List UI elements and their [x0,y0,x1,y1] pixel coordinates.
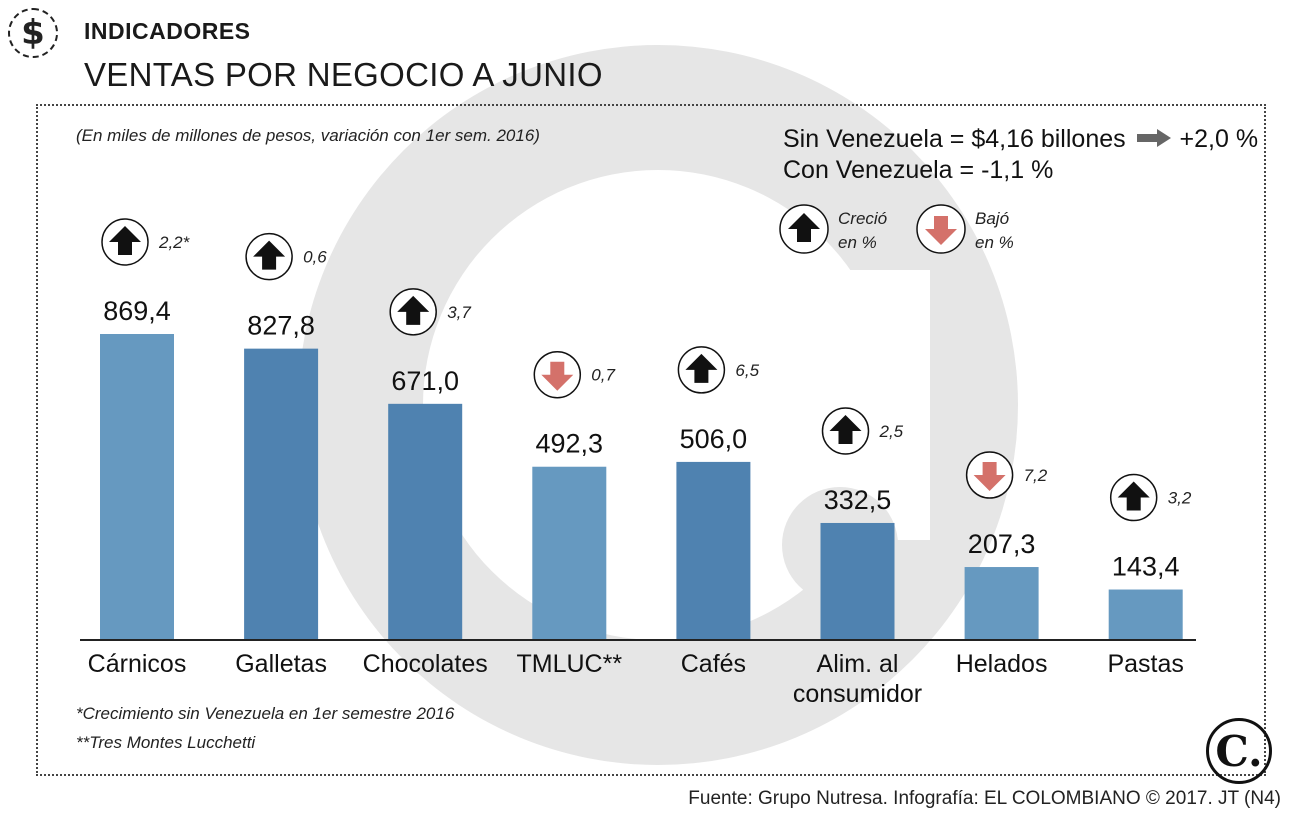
up-arrow-icon-2 [389,288,437,336]
right-arrow-icon [1136,129,1171,148]
value-label-0: 869,4 [103,296,171,326]
category-label-6: Helados [956,650,1048,678]
up-arrow-icon-0 [101,218,149,266]
down-arrow-icon-6 [965,451,1014,499]
value-label-3: 492,3 [536,429,604,459]
legend-down-label: Bajó en % [975,209,1014,252]
up-arrow-icon-5 [821,407,870,455]
bar-5 [820,522,895,640]
headline: VENTAS POR NEGOCIO A JUNIO [84,56,603,93]
chart-frame [36,104,1266,776]
change-label-1: 0,6 [303,248,327,267]
bar-0 [100,334,174,640]
chart-subtitle: (En miles de millones de pesos, variació… [76,126,540,145]
change-label-0: 2,2* [158,233,191,252]
summary-line-1: Sin Venezuela = $4,16 billones +2,0 % [783,124,1258,155]
footnote-2: **Tres Montes Lucchetti [76,733,256,752]
value-label-5: 332,5 [824,485,892,515]
up-arrow-icon-4 [677,346,726,394]
category-label-2: Chocolates [363,650,488,678]
value-label-7: 143,4 [1112,552,1180,582]
change-label-4: 6,5 [735,361,759,380]
bar-7 [1108,589,1183,640]
source-credit: Fuente: Grupo Nutresa. Infografía: EL CO… [688,788,1281,809]
change-label-2: 3,7 [447,303,471,322]
category-label-5-1: consumidor [793,680,922,708]
value-label-6: 207,3 [968,529,1036,559]
category-label-4: Cafés [681,650,746,678]
footnote-1: *Crecimiento sin Venezuela en 1er semest… [76,704,455,723]
category-label-7: Pastas [1107,650,1183,678]
bar-4 [676,461,751,640]
category-label-0: Cárnicos [88,650,187,678]
value-label-1: 827,8 [247,311,315,341]
bar-2 [388,403,463,640]
bar-1 [244,348,319,640]
summary-change: +2,0 % [1179,125,1259,153]
category-label-5: Alim. al [817,650,899,678]
kicker-label: INDICADORES [84,18,251,44]
down-arrow-icon [916,204,966,254]
change-label-5: 2,5 [879,422,904,441]
legend-down: Bajó en % [915,203,1035,255]
dollar-icon: $ [8,8,58,58]
legend-up-label: Creció en % [838,209,888,252]
down-arrow-icon-3 [533,350,582,399]
el-colombiano-logo: C. [1206,718,1272,784]
up-arrow-icon [779,204,829,254]
summary-without-venezuela: Sin Venezuela = $4,16 billones [783,125,1126,153]
change-label-6: 7,2 [1024,466,1048,485]
change-label-7: 3,2 [1168,489,1192,508]
category-label-1: Galletas [235,650,327,678]
bar-3 [532,466,607,640]
up-arrow-icon-1 [245,232,293,281]
summary-box: Sin Venezuela = $4,16 billones +2,0 % Co… [783,124,1258,186]
bar-6 [964,567,1039,640]
change-label-3: 0,7 [591,366,615,385]
summary-line-2: Con Venezuela = -1,1 % [783,156,1054,184]
category-label-3: TMLUC** [517,650,623,678]
legend-up: Creció en % [778,203,898,255]
up-arrow-icon-7 [1109,473,1158,522]
value-label-2: 671,0 [391,366,459,396]
value-label-4: 506,0 [680,424,748,454]
